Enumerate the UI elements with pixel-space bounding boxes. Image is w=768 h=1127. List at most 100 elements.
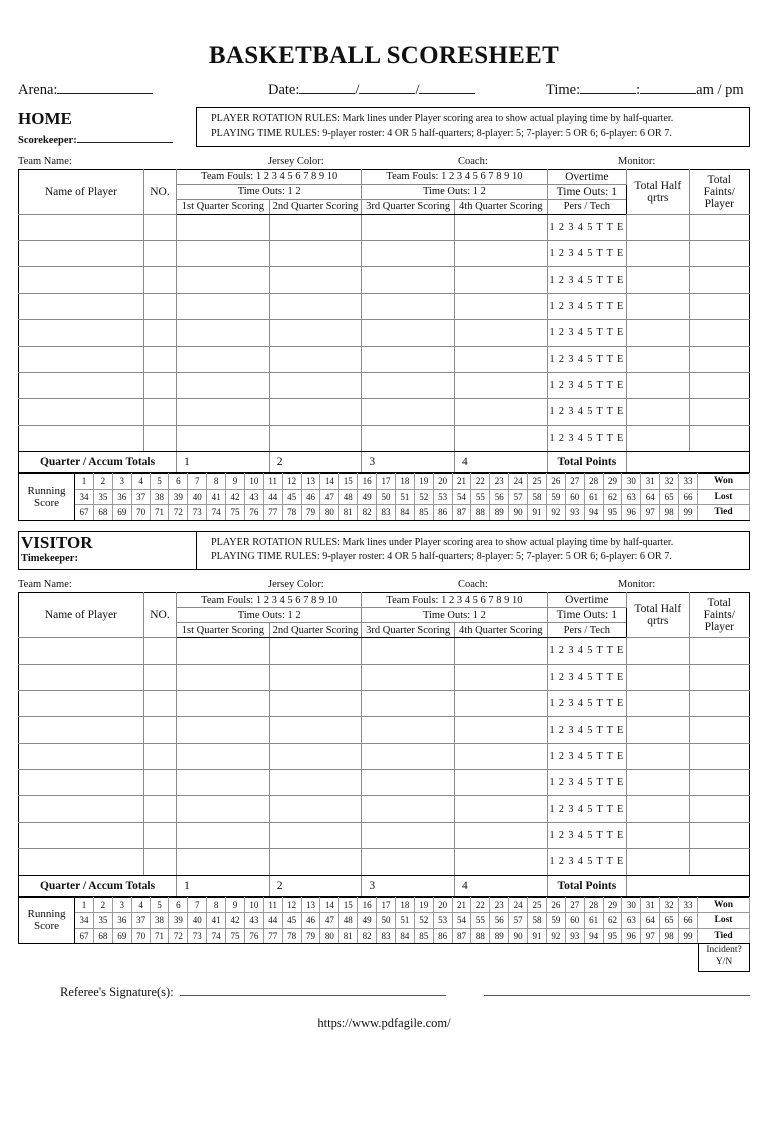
td-player-no[interactable]	[142, 689, 178, 718]
running-score-cell[interactable]: 38	[149, 488, 170, 506]
running-score-cell[interactable]: 98	[659, 504, 679, 521]
running-score-cell[interactable]: 85	[413, 927, 434, 945]
running-score-cell[interactable]: 72	[168, 927, 189, 945]
td-q3-scoring[interactable]	[361, 769, 455, 797]
table-row[interactable]: 1 2 3 4 5 T T E	[18, 637, 751, 665]
table-row[interactable]: 1 2 3 4 5 T T E	[18, 848, 751, 876]
running-score-cell[interactable]: 31	[640, 473, 661, 490]
table-row[interactable]: 1 2 3 4 5 T T E	[18, 821, 751, 850]
td-q2-scoring[interactable]	[268, 213, 363, 241]
td-total-half-qrtrs-value[interactable]	[626, 742, 690, 771]
incident-box[interactable]: Incident? Y/N	[698, 944, 750, 972]
td-total-half-qrtrs-value[interactable]	[626, 663, 690, 691]
running-score-cell[interactable]: 53	[432, 912, 453, 929]
running-score-cell[interactable]: 14	[319, 473, 340, 490]
td-total-faints-value[interactable]	[688, 239, 751, 268]
running-score-cell[interactable]: 30	[621, 473, 642, 490]
running-score-cell[interactable]: 53	[432, 488, 453, 506]
running-score-cell[interactable]: 60	[564, 912, 585, 929]
running-score-cell[interactable]: 26	[545, 896, 566, 914]
running-score-cell[interactable]: 13	[300, 896, 321, 914]
running-score-cell[interactable]: 66	[678, 912, 698, 929]
td-player-name[interactable]	[18, 424, 144, 453]
td-q4-scoring[interactable]	[453, 239, 548, 268]
running-score-cell[interactable]: 93	[564, 504, 585, 521]
running-score-cell[interactable]: 63	[621, 912, 642, 929]
td-player-name[interactable]	[18, 398, 144, 426]
running-score-cell[interactable]: 83	[376, 504, 396, 521]
td-q3-scoring[interactable]	[361, 637, 455, 665]
running-score-cell[interactable]: 39	[168, 912, 189, 929]
running-score-cell[interactable]: 23	[489, 473, 510, 490]
running-score-cell[interactable]: 79	[300, 504, 321, 521]
td-total-faints-value[interactable]	[688, 213, 751, 241]
td-q1-scoring[interactable]	[176, 371, 270, 400]
td-q3-scoring[interactable]	[361, 663, 455, 691]
td-q1-scoring[interactable]	[176, 266, 270, 294]
td-personal-fouls-marks[interactable]: 1 2 3 4 5 T T E	[546, 795, 628, 823]
running-score-cell[interactable]: 92	[545, 927, 566, 945]
th-time-outs-visitor[interactable]: Time Outs: 1 2	[361, 183, 548, 200]
running-score-cell[interactable]: 78	[281, 504, 302, 521]
arena-field[interactable]: Arena:	[18, 81, 268, 99]
td-q2-scoring[interactable]	[268, 742, 363, 771]
running-score-cell[interactable]: 88	[470, 927, 491, 945]
td-total-half-qrtrs-value[interactable]	[626, 319, 690, 347]
running-score-cell[interactable]: 73	[187, 927, 208, 945]
td-q4-scoring[interactable]	[453, 663, 548, 691]
running-score-cell[interactable]: 66	[678, 488, 698, 506]
running-score-cell[interactable]: 45	[281, 488, 302, 506]
td-total-faints-value[interactable]	[688, 292, 751, 321]
running-score-cell[interactable]: 83	[376, 927, 396, 945]
table-row[interactable]: 1 2 3 4 5 T T E	[18, 663, 751, 691]
td-total-faints-value[interactable]	[688, 689, 751, 718]
td-q2-scoring[interactable]	[268, 769, 363, 797]
td-quarter-total-2[interactable]: 2	[268, 451, 363, 474]
td-q1-scoring[interactable]	[176, 769, 270, 797]
td-q4-scoring[interactable]	[453, 742, 548, 771]
table-row[interactable]: 1 2 3 4 5 T T E	[18, 239, 751, 268]
date-day-line[interactable]	[359, 81, 416, 94]
td-q3-scoring[interactable]	[361, 292, 455, 321]
td-q1-scoring[interactable]	[176, 821, 270, 850]
td-q1-scoring[interactable]	[176, 689, 270, 718]
td-player-no[interactable]	[142, 292, 178, 321]
running-score-cell[interactable]: 32	[659, 473, 679, 490]
td-total-half-qrtrs-value[interactable]	[626, 424, 690, 453]
td-player-no[interactable]	[142, 371, 178, 400]
running-score-cell[interactable]: 92	[545, 504, 566, 521]
running-score-cell[interactable]: 88	[470, 504, 491, 521]
td-q3-scoring[interactable]	[361, 848, 455, 876]
td-q3-scoring[interactable]	[361, 821, 455, 850]
th-team-fouls-home[interactable]: Team Fouls: 1 2 3 4 5 6 7 8 9 10	[176, 592, 363, 609]
td-q1-scoring[interactable]	[176, 637, 270, 665]
running-score-cell[interactable]: 17	[376, 896, 396, 914]
time-field[interactable]: Time:: am / pm	[518, 81, 750, 99]
running-score-cell[interactable]: 67	[74, 504, 94, 521]
running-score-cell[interactable]: 80	[319, 927, 340, 945]
running-score-cell[interactable]: 26	[545, 473, 566, 490]
running-score-cell[interactable]: 28	[583, 473, 604, 490]
visitor-coach-label[interactable]: Coach:	[458, 579, 488, 591]
td-total-half-qrtrs-value[interactable]	[626, 637, 690, 665]
running-score-cell[interactable]: 40	[187, 912, 208, 929]
running-score-cell[interactable]: 25	[527, 473, 547, 490]
running-score-cell[interactable]: 68	[92, 927, 113, 945]
table-row[interactable]: 1 2 3 4 5 T T E	[18, 689, 751, 718]
td-personal-fouls-marks[interactable]: 1 2 3 4 5 T T E	[546, 319, 628, 347]
table-row[interactable]: 1 2 3 4 5 T T E	[18, 424, 751, 453]
outcome-lost[interactable]: Lost	[697, 488, 750, 506]
running-score-cell[interactable]: 33	[678, 473, 698, 490]
running-score-cell[interactable]: 42	[225, 488, 245, 506]
running-score-cell[interactable]: 72	[168, 504, 189, 521]
td-personal-fouls-marks[interactable]: 1 2 3 4 5 T T E	[546, 398, 628, 426]
running-score-cell[interactable]: 7	[187, 473, 208, 490]
running-score-cell[interactable]: 73	[187, 504, 208, 521]
running-score-cell[interactable]: 36	[111, 912, 132, 929]
running-score-cell[interactable]: 12	[281, 473, 302, 490]
running-score-cell[interactable]: 18	[394, 473, 415, 490]
running-score-cell[interactable]: 48	[338, 912, 359, 929]
td-q2-scoring[interactable]	[268, 716, 363, 744]
td-quarter-total-1[interactable]: 1	[176, 874, 270, 897]
running-score-cell[interactable]: 77	[262, 504, 283, 521]
